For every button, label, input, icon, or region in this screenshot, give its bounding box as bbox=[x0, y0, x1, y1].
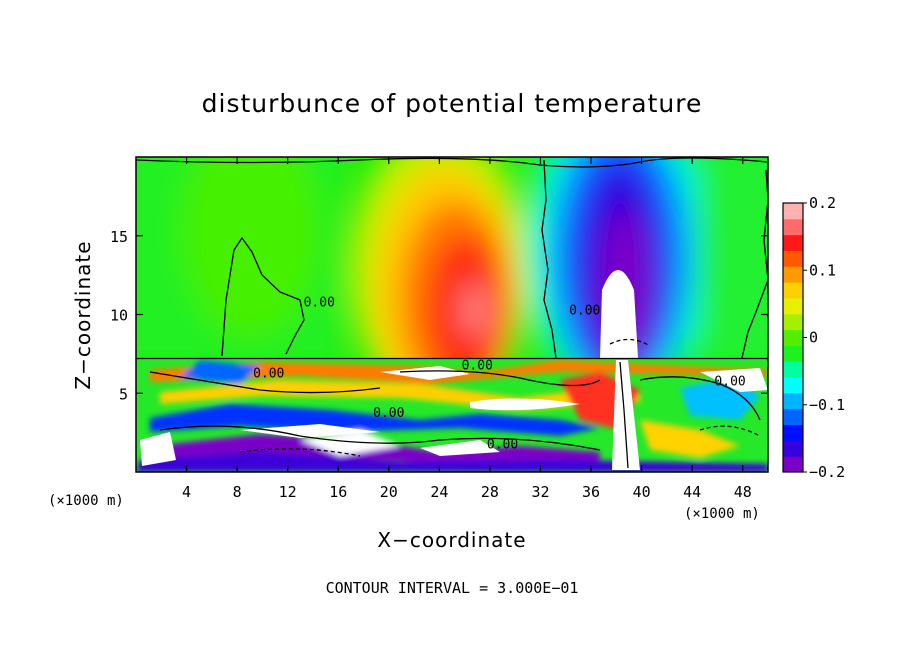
colorbar-tick-label: −0.2 bbox=[809, 463, 845, 481]
contour-low-4 bbox=[639, 376, 761, 421]
contour-label: 0.00 bbox=[462, 359, 493, 374]
contour-dashed-2 bbox=[609, 338, 651, 347]
colorbar-swatch bbox=[783, 329, 803, 346]
x-tick-label: 36 bbox=[582, 483, 600, 501]
y-tick-label: 10 bbox=[110, 307, 128, 325]
x-tick-label: 12 bbox=[279, 483, 297, 501]
colorbar-swatch bbox=[783, 345, 803, 362]
x-tick-label: 32 bbox=[531, 483, 549, 501]
x-tick-label: 16 bbox=[329, 483, 347, 501]
colorbar bbox=[782, 202, 804, 473]
contour-interval-note: CONTOUR INTERVAL = 3.000E−01 bbox=[326, 579, 579, 597]
contour-low-1 bbox=[149, 371, 381, 394]
colorbar-swatch bbox=[783, 392, 803, 410]
colorbar-swatch bbox=[783, 250, 803, 267]
colorbar-swatch bbox=[783, 234, 803, 251]
heatmap-field bbox=[136, 157, 768, 472]
colorbar-tick-label: 0.1 bbox=[809, 261, 836, 279]
colorbar-swatch bbox=[783, 440, 803, 457]
colorbar-swatch bbox=[783, 297, 803, 315]
contour-dashed-3 bbox=[699, 425, 761, 437]
contour-zero-mid bbox=[541, 159, 557, 359]
colorbar-swatch bbox=[783, 218, 803, 236]
y-unit-label: (×1000 m) bbox=[48, 493, 124, 509]
x-tick-label: 24 bbox=[430, 483, 448, 501]
x-tick-label: 44 bbox=[683, 483, 701, 501]
contour-label-layer: 0.00 0.00 0.00 0.00 0.00 0.00 0.00 bbox=[253, 296, 746, 453]
white-streaks bbox=[140, 360, 768, 470]
contour-zero-left-tongue bbox=[221, 236, 305, 357]
colorbar-tick-label: −0.1 bbox=[809, 396, 845, 414]
colorbar-swatch bbox=[783, 456, 803, 473]
x-axis-label: X−coordinate bbox=[377, 528, 526, 552]
x-unit-label: (×1000 m) bbox=[684, 506, 760, 522]
contour-label: 0.00 bbox=[304, 296, 335, 311]
y-tick-label: 5 bbox=[119, 385, 128, 403]
y-axis-label: Z−coordinate bbox=[71, 240, 95, 389]
colorbar-swatch bbox=[783, 282, 803, 299]
x-tick-label: 48 bbox=[734, 483, 752, 501]
x-tick-label: 40 bbox=[633, 483, 651, 501]
warm-core bbox=[600, 270, 638, 358]
x-tick-label: 28 bbox=[481, 483, 499, 501]
contour-label: 0.00 bbox=[714, 374, 745, 389]
x-axis-ticks: 4 8 12 16 20 24 28 32 36 40 44 48 bbox=[182, 157, 752, 501]
chart-title: disturbunce of potential temperature bbox=[202, 89, 703, 118]
contour-dashed-1 bbox=[239, 448, 361, 457]
y-axis-ticks: 5 10 15 bbox=[110, 228, 768, 403]
contour-label: 0.00 bbox=[569, 304, 600, 319]
colorbar-swatch bbox=[783, 266, 803, 283]
colorbar-tick-label: 0.2 bbox=[809, 194, 836, 212]
x-tick-label: 20 bbox=[380, 483, 398, 501]
colorbar-swatch bbox=[783, 377, 803, 394]
contour-low-5 bbox=[619, 361, 629, 469]
contour-zero-top bbox=[136, 157, 768, 168]
contour-label: 0.00 bbox=[373, 406, 404, 421]
contour-low-2 bbox=[159, 425, 601, 451]
colorbar-swatch bbox=[783, 424, 803, 441]
colorbar-ticks: 0.2 0.1 0 −0.1 −0.2 bbox=[803, 194, 845, 481]
contour-label: 0.00 bbox=[253, 367, 284, 382]
contour-zero-right bbox=[741, 169, 768, 359]
colorbar-swatch bbox=[783, 313, 803, 331]
colorbar-swatch bbox=[783, 361, 803, 378]
y-tick-label: 15 bbox=[110, 228, 128, 246]
x-tick-label: 4 bbox=[182, 483, 191, 501]
colorbar-tick-label: 0 bbox=[809, 329, 818, 347]
contour-label: 0.00 bbox=[487, 437, 518, 452]
contour-low-3 bbox=[399, 370, 601, 387]
lower-turbulent-layer bbox=[136, 359, 768, 472]
contour-lines bbox=[136, 157, 768, 469]
colorbar-swatch bbox=[783, 203, 803, 220]
colorbar-swatch bbox=[783, 408, 803, 426]
x-tick-label: 8 bbox=[233, 483, 242, 501]
